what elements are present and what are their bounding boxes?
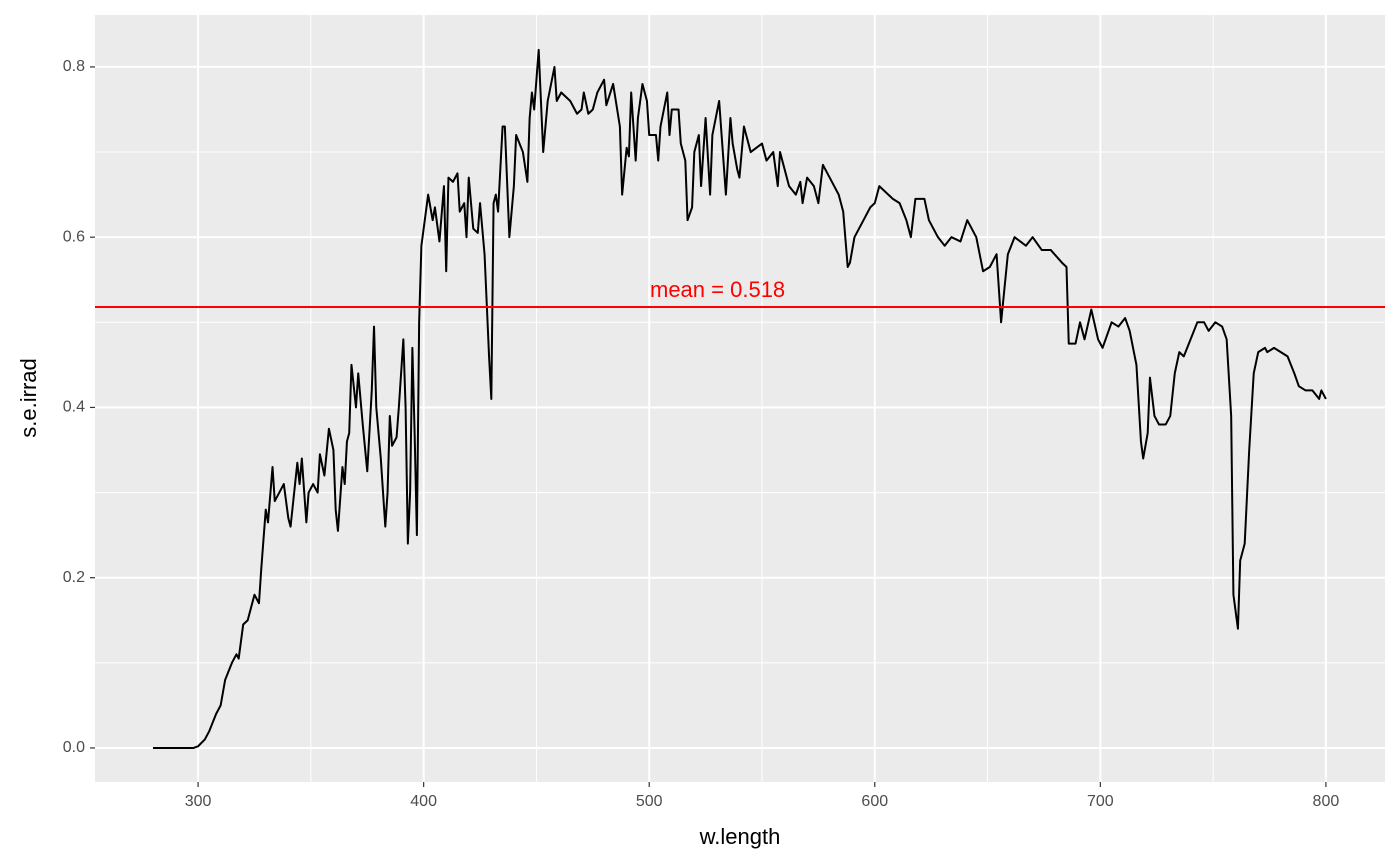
x-tick-label: 700 (1087, 793, 1114, 810)
x-tick-label: 300 (185, 793, 212, 810)
y-tick-label: 0.8 (63, 58, 85, 75)
y-tick-label: 0.6 (63, 228, 85, 245)
x-tick-label: 400 (410, 793, 437, 810)
x-tick-label: 500 (636, 793, 663, 810)
x-axis-title: w.length (699, 824, 781, 849)
mean-annotation: mean = 0.518 (650, 277, 785, 302)
x-tick-label: 600 (861, 793, 888, 810)
y-tick-label: 0.0 (63, 739, 85, 756)
x-tick-label: 800 (1313, 793, 1340, 810)
y-tick-label: 0.2 (63, 569, 85, 586)
y-axis-title: s.e.irrad (16, 358, 41, 437)
spectrum-line (152, 48, 1327, 749)
y-tick-label: 0.4 (63, 399, 85, 416)
plot-panel (95, 15, 1385, 782)
